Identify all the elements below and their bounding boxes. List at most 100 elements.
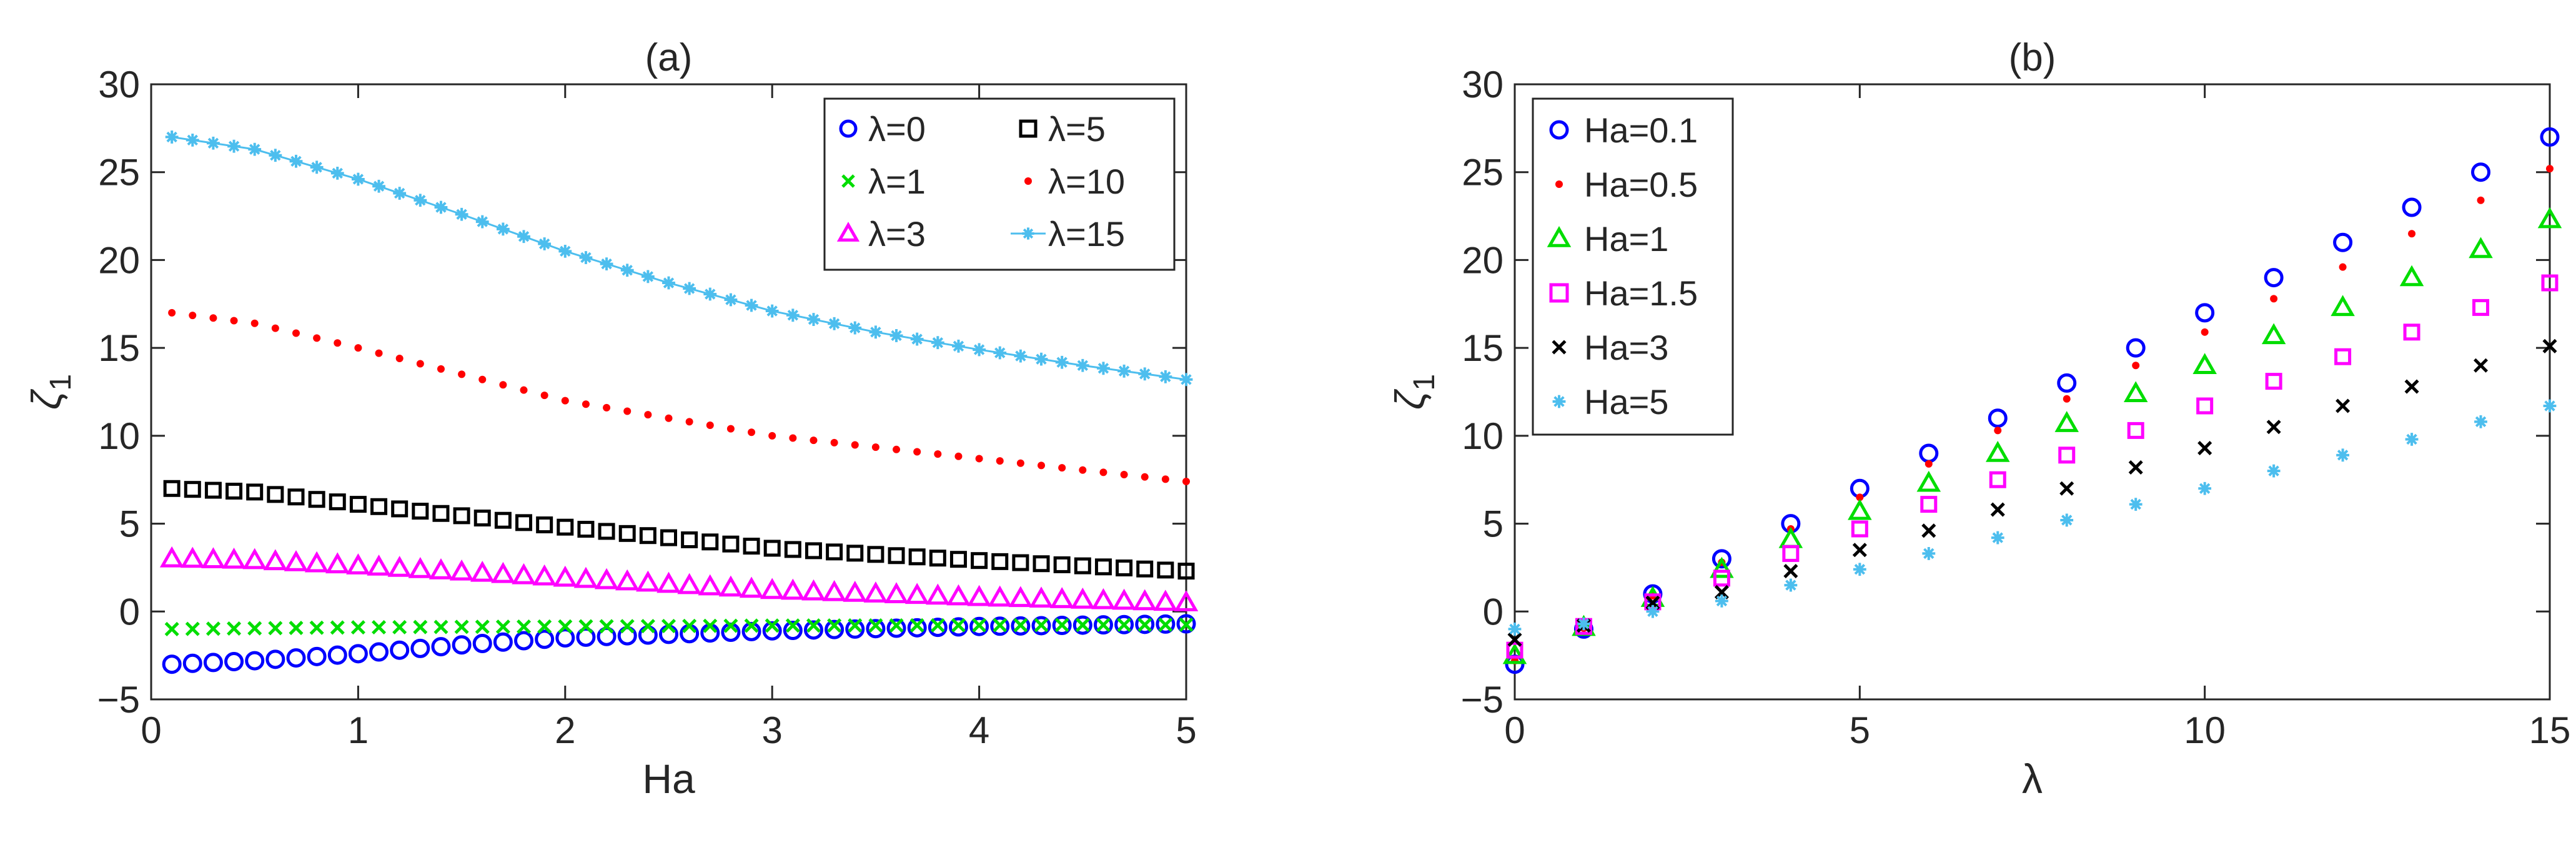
data-point [1713,569,1730,587]
data-point [517,230,530,244]
data-point [514,631,534,651]
data-point [851,441,859,449]
y-tick-label: 10 [98,415,140,457]
data-point [722,535,740,553]
x-tick-label: 3 [762,709,783,751]
data-point [1096,618,1111,633]
data-point [636,570,660,592]
data-point [2404,379,2419,394]
data-point [1176,614,1196,634]
legend-marker [1022,227,1034,240]
data-point [330,167,344,180]
data-point [308,491,325,508]
data-point [329,493,346,511]
data-point [185,621,200,636]
data-point [656,571,681,593]
data-point [1848,498,1872,520]
data-point [408,557,433,578]
y-tick-label: 30 [98,64,140,106]
data-point [1916,470,1941,492]
legend-marker [1547,226,1572,247]
data-point [578,619,593,634]
data-point [189,312,197,320]
x-axis-label: λ [2022,756,2043,802]
data-point [1153,589,1178,611]
data-point [848,321,862,335]
data-point [946,584,971,606]
x-tick-label: 4 [969,709,989,751]
data-point [304,551,329,573]
data-point [1116,559,1133,576]
y-tick-label: 25 [1462,152,1503,194]
data-point [372,619,387,634]
legend-marker [1019,119,1038,138]
data-point [432,505,450,522]
data-point [784,541,801,558]
x-tick-label: 2 [555,709,575,751]
data-point [162,654,182,674]
chart-title: (a) [645,36,693,79]
data-point [2546,165,2554,173]
data-point [268,621,283,636]
data-point [577,521,595,538]
data-point [888,547,905,565]
legend-marker [1549,120,1569,140]
legend-label: λ=10 [1048,162,1125,201]
data-point [2123,381,2148,403]
data-point [392,619,407,634]
data-point [2266,420,2281,435]
data-point [1094,558,1112,576]
data-point [372,179,385,193]
data-point [269,149,282,162]
data-point [413,619,428,634]
data-point [701,533,719,551]
data-point [913,448,921,456]
y-tick-label: 0 [119,591,140,633]
data-point [289,154,303,168]
data-point [2542,338,2557,353]
series-λ=15 [165,131,1193,387]
data-point [579,251,593,264]
data-point [287,488,305,506]
data-point [168,308,176,317]
data-point [309,620,324,635]
data-point [886,618,906,638]
data-point [723,618,738,633]
data-point [473,510,491,527]
data-point [2537,207,2562,229]
data-point [246,483,264,501]
data-point [1120,471,1128,479]
series-λ=0 [162,614,1196,674]
data-point [598,523,615,540]
data-point [744,618,759,633]
data-point [2541,274,2559,292]
data-point [993,618,1008,633]
data-point [846,545,864,562]
x-axis-label: Ha [642,756,695,802]
data-point [433,619,448,634]
data-point [2471,162,2491,182]
data-point [1097,362,1110,375]
data-point [863,581,888,603]
data-point [2197,441,2212,456]
data-point [410,638,430,658]
data-point [495,619,510,634]
y-tick-label: 20 [98,239,140,281]
data-point [558,619,573,634]
data-point [370,498,388,515]
data-point [2402,197,2422,217]
data-point [926,583,950,605]
y-tick-label: 25 [98,152,140,194]
data-point [803,620,823,640]
data-point [348,644,368,664]
data-point [1921,523,1936,538]
data-point [429,558,453,579]
data-point [1011,616,1031,636]
data-point [718,575,743,597]
data-point [395,355,404,363]
legend-label: Ha=0.5 [1584,165,1698,204]
data-point [265,649,285,669]
data-point [431,637,451,657]
data-point [1507,632,1522,647]
data-point [1577,617,1590,631]
